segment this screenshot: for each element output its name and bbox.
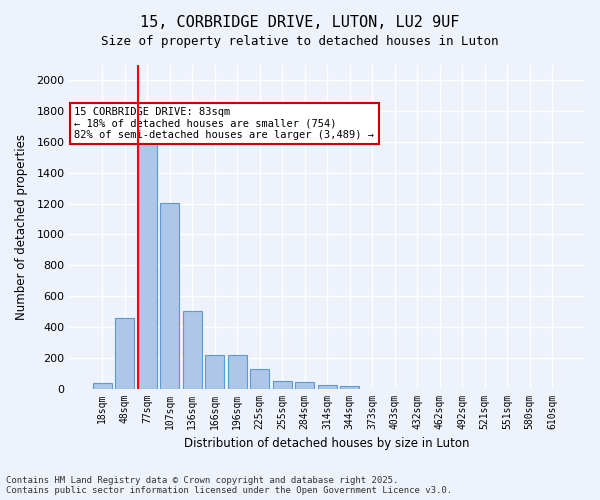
X-axis label: Distribution of detached houses by size in Luton: Distribution of detached houses by size … bbox=[184, 437, 470, 450]
Bar bbox=[115, 318, 134, 388]
Text: Contains HM Land Registry data © Crown copyright and database right 2025.
Contai: Contains HM Land Registry data © Crown c… bbox=[6, 476, 452, 495]
Bar bbox=[317, 384, 337, 388]
Bar bbox=[138, 139, 157, 388]
Bar bbox=[160, 203, 179, 388]
Bar bbox=[227, 354, 247, 388]
Bar bbox=[340, 386, 359, 388]
Y-axis label: Number of detached properties: Number of detached properties bbox=[15, 134, 28, 320]
Bar bbox=[182, 310, 202, 388]
Bar bbox=[250, 370, 269, 388]
Text: 15 CORBRIDGE DRIVE: 83sqm
← 18% of detached houses are smaller (754)
82% of semi: 15 CORBRIDGE DRIVE: 83sqm ← 18% of detac… bbox=[74, 107, 374, 140]
Bar bbox=[205, 354, 224, 388]
Text: Size of property relative to detached houses in Luton: Size of property relative to detached ho… bbox=[101, 35, 499, 48]
Bar bbox=[93, 383, 112, 388]
Text: 15, CORBRIDGE DRIVE, LUTON, LU2 9UF: 15, CORBRIDGE DRIVE, LUTON, LU2 9UF bbox=[140, 15, 460, 30]
Bar bbox=[272, 381, 292, 388]
Bar bbox=[295, 382, 314, 388]
